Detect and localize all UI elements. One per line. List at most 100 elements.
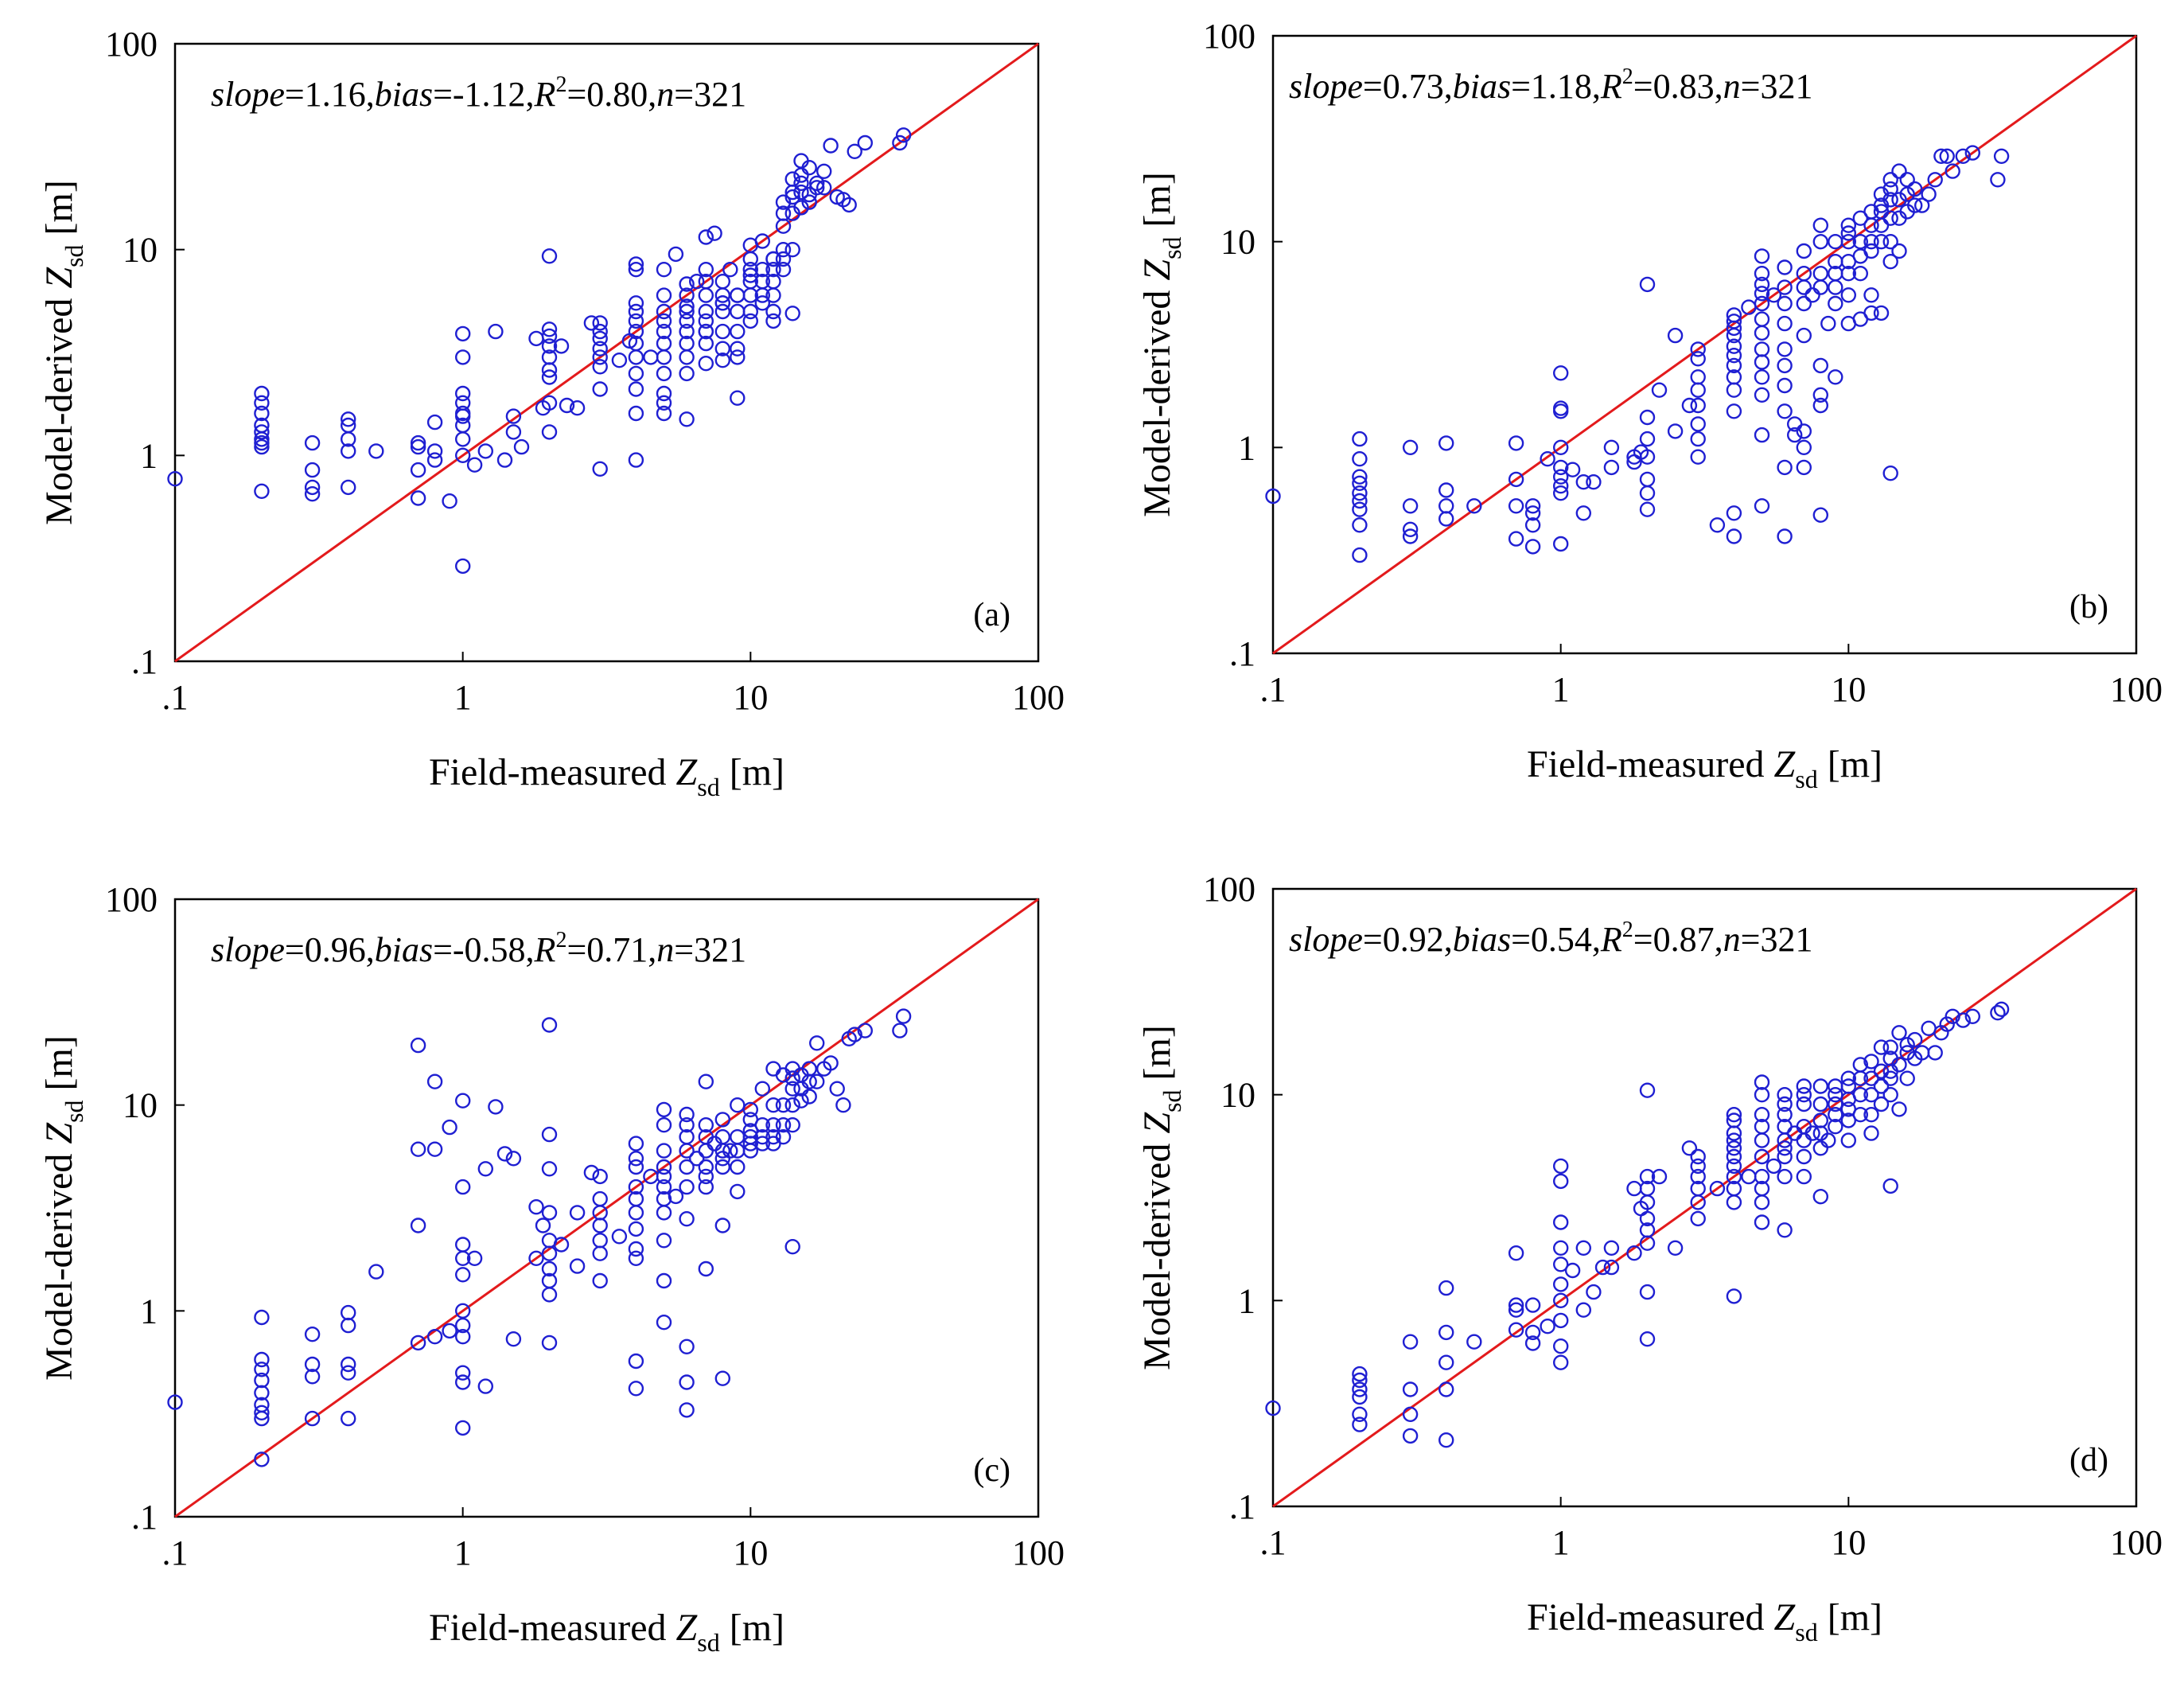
data-point xyxy=(628,1190,644,1207)
data-point xyxy=(1438,1354,1454,1370)
data-point xyxy=(656,287,672,303)
data-point xyxy=(1882,1070,1898,1086)
y-tick-label: 1 xyxy=(1238,1281,1256,1320)
data-point xyxy=(628,405,644,422)
data-point xyxy=(730,303,746,320)
data-point xyxy=(1796,279,1812,295)
data-point xyxy=(765,1116,781,1133)
data-point xyxy=(668,246,684,263)
x-tick-label: .1 xyxy=(162,1533,189,1572)
data-point xyxy=(1882,181,1898,197)
data-point xyxy=(611,1229,628,1245)
data-point xyxy=(1882,1086,1898,1103)
data-point xyxy=(1552,536,1569,552)
data-point xyxy=(765,303,781,320)
data-point xyxy=(1754,341,1770,357)
data-point xyxy=(1840,1112,1857,1128)
data-point xyxy=(775,1128,792,1145)
data-point xyxy=(1741,1168,1757,1185)
data-point xyxy=(1840,1078,1857,1094)
data-point xyxy=(698,303,714,320)
data-point xyxy=(1754,387,1770,403)
data-point xyxy=(1840,266,1857,282)
data-point xyxy=(341,1304,356,1321)
stats-annotation: slope=0.96,bias=-0.58,R2=0.71,n=321 xyxy=(211,928,746,969)
data-point xyxy=(1873,217,1890,233)
data-point xyxy=(1667,1240,1684,1257)
data-point xyxy=(1552,1158,1569,1175)
data-point xyxy=(1352,431,1368,447)
data-point xyxy=(1402,439,1419,455)
data-point xyxy=(793,200,809,216)
data-point xyxy=(1552,459,1569,476)
data-point xyxy=(1594,1259,1611,1276)
data-point xyxy=(698,274,714,290)
data-point xyxy=(488,323,504,340)
data-point xyxy=(689,1151,705,1167)
data-point xyxy=(1840,225,1857,241)
x-axis-title: Field-measured Zsd [m] xyxy=(1527,1596,1882,1646)
data-point xyxy=(442,493,457,509)
x-tick-label: 100 xyxy=(1012,1533,1065,1572)
data-point xyxy=(857,134,874,151)
data-point xyxy=(583,315,600,331)
data-point xyxy=(892,1023,908,1038)
data-point xyxy=(1796,295,1812,312)
data-point xyxy=(1828,1118,1843,1135)
data-point xyxy=(466,457,483,473)
data-point xyxy=(628,295,644,311)
data-point xyxy=(455,1365,471,1381)
data-point xyxy=(1873,234,1890,250)
y-axis-title: Model-derived Zsd [m] xyxy=(38,180,88,525)
plot-frame xyxy=(1271,34,2138,655)
data-point xyxy=(1726,403,1742,419)
data-point xyxy=(698,1073,714,1089)
data-point xyxy=(1524,1324,1541,1341)
data-point xyxy=(1754,1118,1770,1135)
data-point xyxy=(1639,485,1656,501)
data-point xyxy=(784,1070,800,1086)
data-point xyxy=(1993,148,2010,165)
data-point xyxy=(426,1073,443,1089)
data-point xyxy=(754,1136,770,1151)
data-point xyxy=(765,1061,781,1077)
data-point xyxy=(1508,1245,1524,1261)
data-point xyxy=(801,159,817,176)
data-point xyxy=(698,262,714,278)
data-point xyxy=(426,1141,443,1157)
data-point xyxy=(1690,341,1706,357)
data-point xyxy=(1777,1086,1793,1103)
data-point xyxy=(679,365,695,382)
data-point xyxy=(254,385,270,402)
data-point xyxy=(455,1179,471,1195)
data-point xyxy=(895,1008,912,1024)
data-point xyxy=(628,256,644,272)
data-point xyxy=(426,452,443,468)
data-point xyxy=(1906,1031,1923,1048)
data-point xyxy=(1812,397,1829,414)
data-point xyxy=(528,1250,544,1267)
data-point xyxy=(1820,1132,1836,1148)
data-point xyxy=(714,1370,730,1386)
data-point xyxy=(1552,478,1569,494)
data-point xyxy=(1639,471,1656,488)
data-point xyxy=(1777,377,1793,394)
data-point xyxy=(1939,148,1955,165)
data-point xyxy=(847,143,862,160)
data-point xyxy=(553,338,570,354)
data-point xyxy=(628,303,644,320)
data-point xyxy=(714,1159,730,1175)
data-point xyxy=(656,365,672,382)
data-point xyxy=(1552,400,1569,416)
data-point xyxy=(1352,547,1368,563)
data-point xyxy=(793,175,809,192)
data-point xyxy=(656,1314,672,1331)
data-point xyxy=(698,1179,714,1195)
data-point xyxy=(1796,1078,1812,1094)
data-point xyxy=(1508,471,1524,488)
data-point xyxy=(254,1405,270,1421)
data-point xyxy=(1754,1132,1770,1148)
data-point xyxy=(1681,1140,1698,1156)
data-point xyxy=(698,335,714,352)
data-point xyxy=(784,1097,800,1113)
